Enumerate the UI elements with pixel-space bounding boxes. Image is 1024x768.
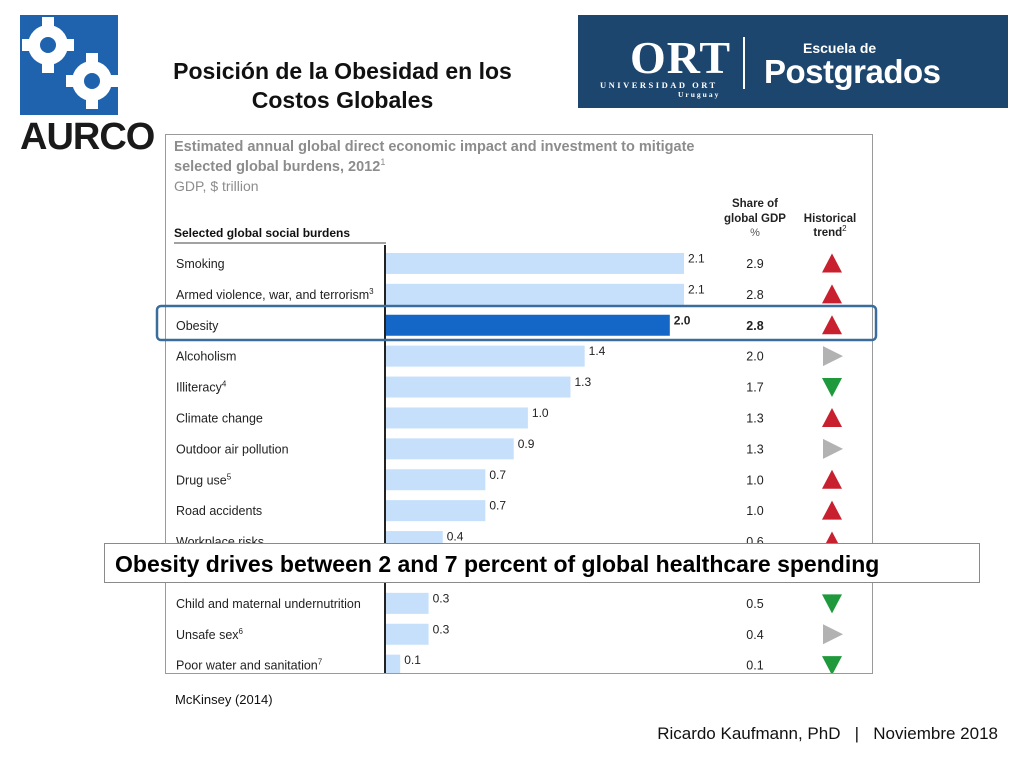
category-label: Child and maternal undernutrition: [176, 597, 361, 611]
bar-value-label: 0.1: [404, 653, 421, 667]
trend-up-icon: [822, 469, 842, 489]
trend-down-icon: [822, 594, 842, 614]
footer-author-date: Ricardo Kaufmann, PhD | Noviembre 2018: [657, 724, 998, 744]
trend-header-line2: trend2: [813, 224, 847, 239]
bar-value-label: 1.4: [589, 344, 606, 358]
chart-panel: Estimated annual global direct economic …: [165, 134, 873, 674]
footer-text: Ricardo Kaufmann, PhD | Noviembre 2018: [657, 724, 998, 743]
slide-title: Posición de la Obesidad en los Costos Gl…: [140, 57, 545, 115]
bar-value-label: 0.3: [433, 591, 450, 605]
trend-flat-icon: [823, 624, 843, 645]
trend-flat-icon: [823, 438, 843, 459]
share-gdp-value: 2.0: [746, 350, 763, 364]
chart-title-line2-text: selected global burdens, 2012: [174, 159, 380, 175]
source-citation: McKinsey (2014): [175, 692, 273, 707]
share-gdp-value: 1.3: [746, 442, 763, 456]
category-label: Smoking: [176, 257, 225, 271]
chart-rows: Smoking 2.1 2.9 Armed violence, war, and te…: [176, 251, 843, 673]
trend-header-line2-text: trend: [813, 227, 842, 239]
trend-up-icon: [822, 284, 842, 304]
bar: [386, 283, 684, 305]
category-label: Unsafe sex6: [176, 627, 244, 642]
share-gdp-value: 0.4: [746, 628, 763, 642]
chart-subtitle: GDP, $ trillion: [174, 178, 259, 194]
bar: [386, 654, 401, 673]
category-label: Drug use5: [176, 472, 232, 487]
trend-flat-icon: [823, 346, 843, 367]
chart-title-line2: selected global burdens, 20121: [174, 157, 385, 175]
ort-postgrados-label: Postgrados: [764, 53, 941, 90]
category-label: Obesity: [176, 319, 219, 333]
trend-down-icon: [822, 656, 842, 673]
category-label: Alcoholism: [176, 350, 236, 364]
bar-value-label: 2.1: [688, 251, 705, 265]
share-gdp-value: 2.9: [746, 257, 763, 271]
chart-title-footnote: 1: [380, 157, 385, 167]
share-gdp-value: 2.8: [746, 288, 763, 302]
bar: [386, 252, 684, 274]
aurco-logo: AURCO: [20, 15, 155, 158]
ort-country-label: Uruguay: [678, 90, 721, 99]
bar-value-label: 0.9: [518, 437, 535, 451]
category-label: Poor water and sanitation7: [176, 658, 323, 673]
share-header-unit: %: [750, 227, 760, 239]
ort-banner-logo: ORT UNIVERSIDAD ORT Uruguay Escuela de P…: [578, 15, 1008, 108]
category-label: Armed violence, war, and terrorism3: [176, 287, 374, 302]
ort-divider: [743, 37, 745, 89]
share-gdp-value: 2.8: [746, 319, 763, 333]
bar-value-label: 1.3: [574, 375, 591, 389]
bar-value-label: 2.0: [674, 313, 691, 327]
chart-title-line1: Estimated annual global direct economic …: [174, 139, 695, 155]
gear-logo-icon: [20, 15, 118, 115]
bar: [386, 407, 528, 429]
share-header-line1: Share of: [732, 198, 778, 210]
obesity-callout: Obesity drives between 2 and 7 percent o…: [104, 543, 980, 583]
category-label: Climate change: [176, 411, 263, 425]
trend-header-line1: Historical: [804, 213, 856, 225]
share-gdp-value: 1.3: [746, 411, 763, 425]
trend-up-icon: [822, 253, 842, 273]
bar-value-label: 0.7: [489, 499, 506, 513]
trend-down-icon: [822, 378, 842, 398]
bar: [386, 345, 585, 367]
category-label: Illiteracy4: [176, 380, 227, 395]
bar-value-label: 0.3: [433, 622, 450, 636]
bar: [386, 376, 571, 398]
share-gdp-value: 0.5: [746, 597, 763, 611]
bar: [386, 500, 486, 522]
bar: [386, 623, 429, 645]
slide-title-line1: Posición de la Obesidad en los: [173, 58, 512, 84]
bar-value-label: 0.7: [489, 468, 506, 482]
share-header-line2: global GDP: [724, 213, 786, 225]
bar-chart: Estimated annual global direct economic …: [174, 139, 856, 673]
bar-value-label: 2.1: [688, 282, 705, 296]
bar-value-label: 1.0: [532, 406, 549, 420]
bar-highlighted: [386, 314, 670, 336]
trend-up-icon: [822, 500, 842, 520]
share-gdp-value: 1.0: [746, 473, 763, 487]
share-gdp-value: 1.7: [746, 381, 763, 395]
slide-title-line2: Costos Globales: [251, 87, 434, 113]
ort-escuela-label: Escuela de: [803, 40, 877, 56]
share-gdp-value: 1.0: [746, 504, 763, 518]
trend-up-icon: [822, 315, 842, 335]
aurco-logo-text: AURCO: [20, 116, 155, 158]
category-header: Selected global social burdens: [174, 226, 350, 240]
ort-university-label: UNIVERSIDAD ORT: [600, 80, 718, 90]
bar-value-label: 0.4: [447, 530, 464, 544]
category-label: Road accidents: [176, 504, 262, 518]
trend-up-icon: [822, 407, 842, 427]
trend-header-footnote: 2: [842, 224, 847, 233]
category-label: Outdoor air pollution: [176, 442, 289, 456]
bar: [386, 438, 514, 460]
bar: [386, 469, 486, 491]
bar: [386, 592, 429, 614]
ort-wordmark: ORT: [630, 32, 732, 83]
share-gdp-value: 0.1: [746, 659, 763, 673]
